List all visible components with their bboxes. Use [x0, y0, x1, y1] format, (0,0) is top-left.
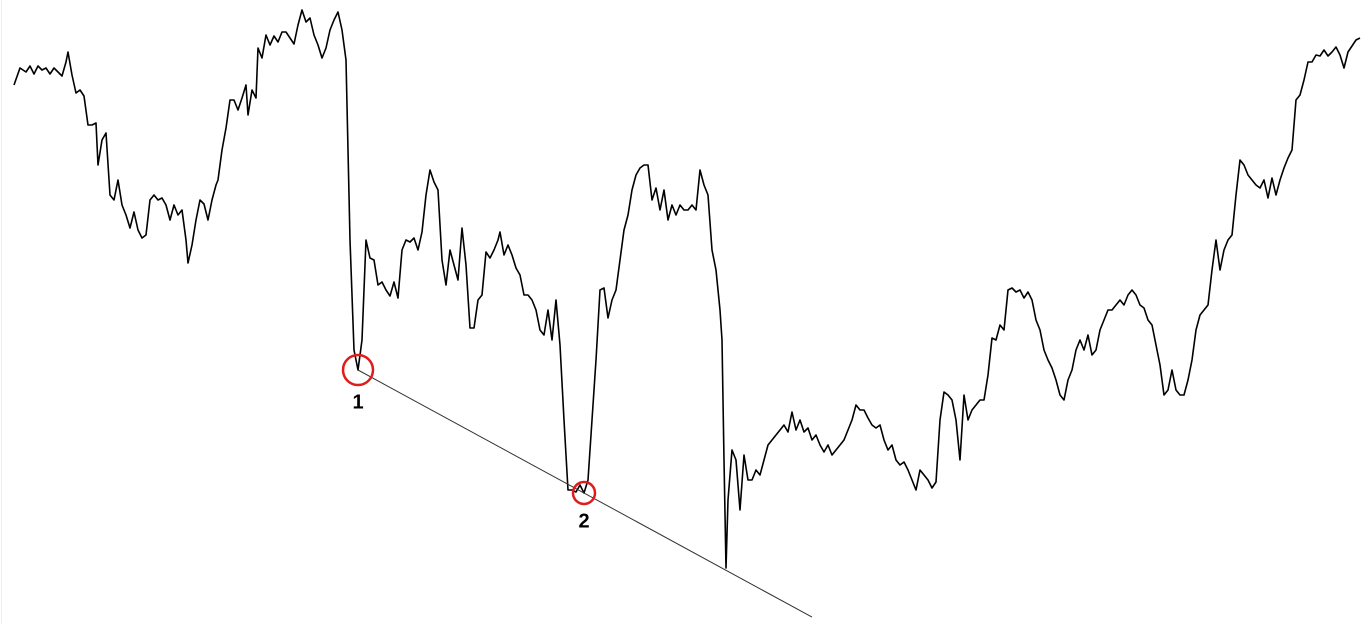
point-label: 1: [352, 391, 363, 413]
point-marker: [571, 480, 597, 506]
point-marker: [341, 353, 375, 387]
point-label: 2: [578, 510, 589, 532]
trend-line: [357, 369, 813, 618]
price-line: [13, 9, 1361, 569]
